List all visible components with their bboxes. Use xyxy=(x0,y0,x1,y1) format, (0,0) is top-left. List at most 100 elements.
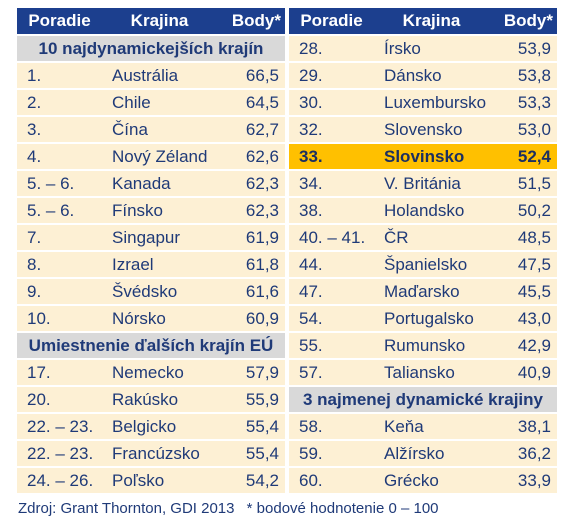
table-row: 59. Alžírsko 36,2 xyxy=(289,441,557,466)
country: Holandsko xyxy=(384,201,465,220)
score: 33,9 xyxy=(517,471,551,490)
score: 57,9 xyxy=(245,363,279,382)
score: 62,7 xyxy=(245,120,279,139)
score: 47,5 xyxy=(517,255,551,274)
score: 61,9 xyxy=(245,228,279,247)
source: Zdroj: Grant Thornton, GDI 2013 xyxy=(18,500,235,517)
country: Izrael xyxy=(112,255,154,274)
country: Chile xyxy=(112,93,151,112)
score: 61,6 xyxy=(245,282,279,301)
header-cell: Body* xyxy=(231,11,281,30)
country: Keňa xyxy=(384,417,424,436)
score: 36,2 xyxy=(517,444,551,463)
country: Singapur xyxy=(112,228,181,247)
footer: Zdroj: Grant Thornton, GDI 2013 * bodové… xyxy=(18,500,439,517)
country: Nórsko xyxy=(112,309,166,328)
country: Poľsko xyxy=(112,471,165,490)
header-cell: Poradie xyxy=(28,11,91,30)
header-cell: Krajina xyxy=(402,11,461,30)
rank: 57. xyxy=(299,363,323,382)
rank: 17. xyxy=(27,363,51,382)
section-header: Umiestnenie ďalších krajín EÚ xyxy=(17,333,285,358)
country: Grécko xyxy=(384,471,439,490)
country: Austrália xyxy=(112,66,179,85)
rank: 24. – 26. xyxy=(27,471,94,490)
section-title: 10 najdynamickejších krajín xyxy=(38,39,264,58)
country: ČR xyxy=(384,228,409,247)
country: Francúzsko xyxy=(112,444,200,463)
table-row: 58. Keňa 38,1 xyxy=(289,414,557,439)
score: 51,5 xyxy=(517,174,551,193)
rank: 3. xyxy=(27,120,42,139)
rank: 8. xyxy=(27,255,42,274)
rank: 20. xyxy=(27,390,51,409)
rank: 54. xyxy=(299,309,323,328)
country: Rakúsko xyxy=(112,390,179,409)
table-row: 5. – 6. Fínsko 62,3 xyxy=(17,198,285,223)
score: 53,0 xyxy=(517,120,551,139)
country: Dánsko xyxy=(384,66,442,85)
score: 62,6 xyxy=(245,147,279,166)
country: Fínsko xyxy=(112,201,164,220)
rank: 5. – 6. xyxy=(27,201,75,220)
table-row: 30. Luxembursko 53,3 xyxy=(289,90,557,115)
rank: 55. xyxy=(299,336,323,355)
table-row: 5. – 6. Kanada 62,3 xyxy=(17,171,285,196)
table-row: 47. Maďarsko 45,5 xyxy=(289,279,557,304)
score: 54,2 xyxy=(245,471,279,490)
country: Portugalsko xyxy=(384,309,474,328)
country: Rumunsko xyxy=(384,336,466,355)
table-row: 55. Rumunsko 42,9 xyxy=(289,333,557,358)
table-row: 3. Čína 62,7 xyxy=(17,117,285,142)
score: 64,5 xyxy=(245,93,279,112)
score: 60,9 xyxy=(245,309,279,328)
country: Nový Zéland xyxy=(112,147,208,166)
header-cell: Poradie xyxy=(300,11,363,30)
country: Taliansko xyxy=(384,363,455,382)
score: 66,5 xyxy=(245,66,279,85)
table-row: 8. Izrael 61,8 xyxy=(17,252,285,277)
table-row: 29. Dánsko 53,8 xyxy=(289,63,557,88)
score: 62,3 xyxy=(245,201,279,220)
rank: 40. – 41. xyxy=(299,228,366,247)
table-row: 20. Rakúsko 55,9 xyxy=(17,387,285,412)
table-row: 28. Írsko 53,9 xyxy=(289,36,557,61)
score: 52,4 xyxy=(517,147,551,166)
country: Írsko xyxy=(384,39,421,58)
country: Slovensko xyxy=(384,120,463,139)
rank: 10. xyxy=(27,309,51,328)
table-row: 44. Španielsko 47,5 xyxy=(289,252,557,277)
table-row: 4. Nový Zéland 62,6 xyxy=(17,144,285,169)
score: 38,1 xyxy=(517,417,551,436)
score: 48,5 xyxy=(517,228,551,247)
country: V. Británia xyxy=(384,174,461,193)
table-row: 57. Taliansko 40,9 xyxy=(289,360,557,385)
table-row: 34. V. Británia 51,5 xyxy=(289,171,557,196)
score: 55,4 xyxy=(245,444,279,463)
rank: 33. xyxy=(299,147,323,166)
section-header: 3 najmenej dynamické krajiny xyxy=(289,387,557,412)
country: Nemecko xyxy=(112,363,184,382)
score: 40,9 xyxy=(517,363,551,382)
rank: 5. – 6. xyxy=(27,174,75,193)
table-row: 32. Slovensko 53,0 xyxy=(289,117,557,142)
header-row: Poradie Krajina Body* xyxy=(289,8,557,34)
rank: 38. xyxy=(299,201,323,220)
rank: 32. xyxy=(299,120,323,139)
note: * bodové hodnotenie 0 – 100 xyxy=(246,500,439,517)
header-cell: Krajina xyxy=(130,11,189,30)
country: Luxembursko xyxy=(384,93,487,112)
rank: 44. xyxy=(299,255,323,274)
table-row: 40. – 41. ČR 48,5 xyxy=(289,225,557,250)
score: 53,3 xyxy=(517,93,551,112)
table-row: 24. – 26. Poľsko 54,2 xyxy=(17,468,285,493)
country: Španielsko xyxy=(384,255,468,274)
score: 61,8 xyxy=(245,255,279,274)
score: 45,5 xyxy=(517,282,551,301)
score: 62,3 xyxy=(245,174,279,193)
country: Belgicko xyxy=(112,417,177,436)
rank: 29. xyxy=(299,66,323,85)
score: 50,2 xyxy=(517,201,551,220)
table-row: 9. Švédsko 61,6 xyxy=(17,279,285,304)
